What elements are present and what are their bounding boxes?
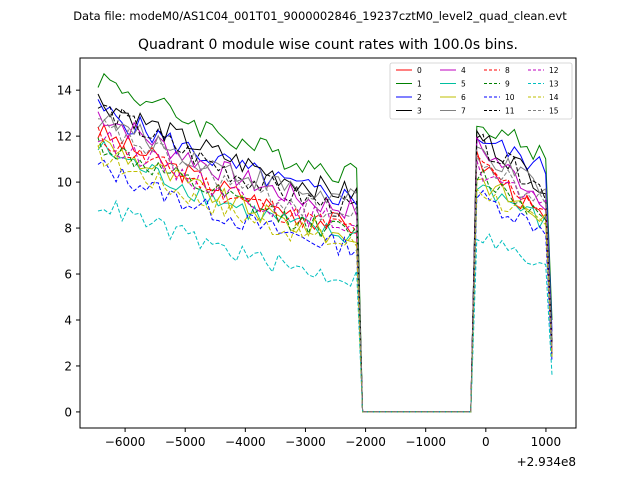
series-line-12 xyxy=(97,130,553,413)
x-tick-label: −6000 xyxy=(105,435,146,449)
series-line-0 xyxy=(97,123,553,413)
x-tick-label: −2000 xyxy=(345,435,386,449)
legend-label-4: 4 xyxy=(461,66,466,75)
y-tick-label: 8 xyxy=(64,222,72,236)
legend-label-0: 0 xyxy=(417,66,422,75)
x-axis: −6000 −5000 −4000 −3000 −2000 −1000 0 1000 xyxy=(105,428,561,449)
legend-label-10: 10 xyxy=(505,93,515,102)
legend-label-5: 5 xyxy=(461,80,466,89)
plot-area xyxy=(97,72,553,413)
series-line-14 xyxy=(97,145,553,413)
x-tick-label: −5000 xyxy=(165,435,206,449)
legend-label-13: 13 xyxy=(549,80,559,89)
y-tick-label: 10 xyxy=(57,176,72,190)
series-line-8 xyxy=(97,126,553,413)
legend-box xyxy=(389,62,573,120)
x-tick-label: −1000 xyxy=(405,435,446,449)
figure-suptitle: Data file: modeM0/AS1C04_001T01_90000028… xyxy=(73,9,567,23)
legend-label-8: 8 xyxy=(505,66,510,75)
y-tick-label: 0 xyxy=(64,405,72,419)
legend-label-6: 6 xyxy=(461,93,466,102)
y-tick-label: 2 xyxy=(64,359,72,373)
x-tick-label: 0 xyxy=(482,435,490,449)
series-line-13 xyxy=(97,199,553,413)
legend-label-3: 3 xyxy=(417,107,422,116)
x-offset-label: +2.934e8 xyxy=(517,455,576,469)
series-line-15 xyxy=(97,118,553,413)
y-tick-label: 12 xyxy=(57,130,72,144)
legend-label-12: 12 xyxy=(549,66,559,75)
series-line-4 xyxy=(97,111,553,413)
x-tick-label: −4000 xyxy=(225,435,266,449)
series-line-6 xyxy=(97,138,553,413)
y-tick-label: 4 xyxy=(64,313,72,327)
legend-label-7: 7 xyxy=(461,107,466,116)
legend-label-1: 1 xyxy=(417,80,422,89)
chart-title: Quadrant 0 module wise count rates with … xyxy=(138,37,518,53)
legend-label-11: 11 xyxy=(505,107,515,116)
x-tick-label: 1000 xyxy=(531,435,562,449)
legend-label-9: 9 xyxy=(505,80,510,89)
legend-label-14: 14 xyxy=(549,93,559,102)
axes-frame xyxy=(79,57,577,429)
series-line-3 xyxy=(97,93,553,413)
series-line-11 xyxy=(97,104,553,413)
legend-label-2: 2 xyxy=(417,93,422,102)
y-tick-label: 14 xyxy=(57,84,72,98)
y-axis: 0 2 4 6 8 10 12 14 xyxy=(57,84,80,419)
legend-label-15: 15 xyxy=(549,107,559,116)
y-tick-label: 6 xyxy=(64,268,72,282)
series-line-1 xyxy=(97,72,553,413)
series-line-10 xyxy=(97,159,553,413)
series-line-7 xyxy=(97,113,553,413)
x-tick-label: −3000 xyxy=(285,435,326,449)
series-line-9 xyxy=(97,137,553,413)
